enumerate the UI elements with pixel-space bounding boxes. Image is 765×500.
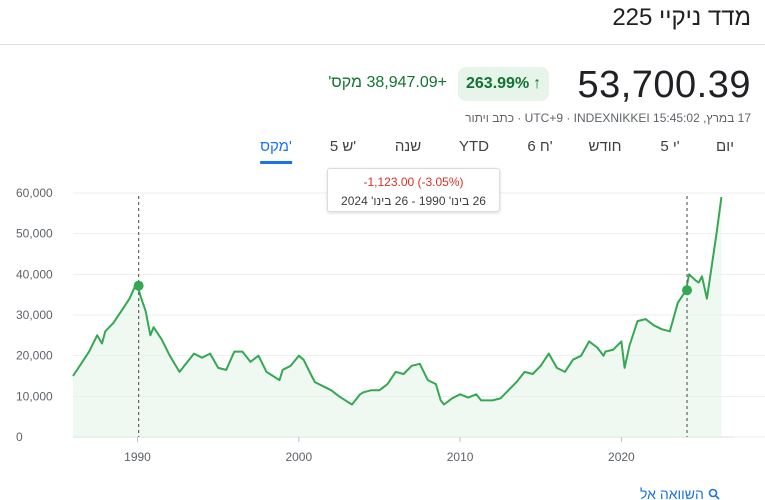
tab-range-5[interactable]: YTD (459, 138, 489, 155)
tab-range-4[interactable]: 6 ח' (527, 138, 553, 155)
price-chart[interactable]: 0 10,000 20,000 30,000 40,000 50,000 60,000 199… (0, 175, 765, 465)
tooltip-range: 26 בינו' 1990 - 26 בינו' 2024 (341, 194, 486, 208)
page-title: מדד ניקיי 225 (612, 4, 751, 31)
change-percent: 263.99% (466, 75, 530, 92)
compare-label: השוואה אל (640, 486, 704, 500)
tab-range-1[interactable]: יום (716, 138, 734, 155)
tab-range-6[interactable]: שנה (394, 138, 422, 155)
change-percent-badge: 263.99% ↑ (458, 67, 550, 101)
compare-link[interactable]: השוואה אל (640, 486, 720, 500)
tab-range-8[interactable]: מקס' (260, 138, 292, 164)
y-tick-label: 40,000 (16, 267, 53, 281)
series-area (73, 197, 722, 437)
current-price: 53,700.39 (577, 64, 751, 106)
tab-range-7[interactable]: 5 ש' (329, 138, 357, 155)
x-tick-label: 2000 (285, 450, 312, 464)
tooltip-change: -1,123.00 (-3.05%) (363, 175, 464, 189)
series-line (72, 196, 723, 406)
range-marker-dot (682, 285, 693, 296)
arrow-up-icon: ↑ (533, 75, 542, 92)
range-tabs: יום 5 י' חודש 6 ח' YTD שנה 5 ש' מקס' (0, 138, 765, 168)
y-tick-label: 0 (16, 430, 23, 444)
x-tick-label: 2020 (608, 450, 635, 464)
range-tooltip: -1,123.00 (-3.05%) 26 בינו' 1990 - 26 בי… (327, 168, 500, 212)
quote-meta: 17 במרץ, 15:45:02 UTC+9 · INDEXNIKKEI · … (465, 111, 751, 125)
change-absolute: +38,947.09 מקס' (328, 74, 447, 91)
y-tick-label: 10,000 (16, 389, 53, 403)
x-tick-label: 2010 (447, 450, 474, 464)
tab-range-3[interactable]: חודש (588, 138, 622, 155)
x-tick-label: 1990 (124, 450, 151, 464)
y-tick-label: 60,000 (16, 186, 53, 200)
search-icon (708, 488, 720, 500)
header-divider (0, 44, 765, 45)
range-marker-dot (133, 280, 144, 291)
y-tick-label: 50,000 (16, 227, 53, 241)
y-tick-label: 30,000 (16, 308, 53, 322)
y-tick-label: 20,000 (16, 349, 53, 363)
tab-range-2[interactable]: 5 י' (660, 138, 680, 155)
